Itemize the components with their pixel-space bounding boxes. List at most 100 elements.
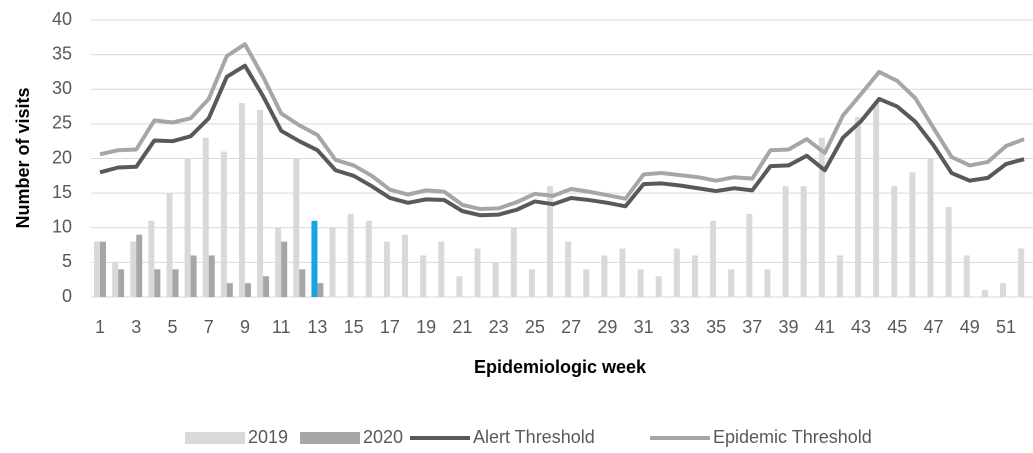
bar	[263, 276, 270, 297]
x-tick-label: 37	[742, 317, 762, 337]
legend-swatch	[300, 432, 360, 444]
bar	[136, 234, 143, 297]
bar	[220, 151, 227, 297]
y-tick-label: 15	[52, 182, 72, 202]
bar	[891, 186, 898, 297]
x-tick-label: 13	[307, 317, 327, 337]
x-tick-label: 43	[851, 317, 871, 337]
bar	[94, 241, 100, 297]
x-tick-label: 17	[380, 317, 400, 337]
bar	[800, 186, 807, 297]
x-tick-label: 11	[272, 317, 291, 337]
x-tick-label: 35	[706, 317, 726, 337]
bar	[655, 276, 662, 297]
bar	[190, 255, 197, 297]
bar	[281, 241, 288, 297]
bar	[299, 269, 306, 297]
bar	[909, 172, 916, 297]
bar	[510, 227, 517, 297]
y-axis-label: Number of visits	[13, 87, 33, 228]
bar	[100, 241, 106, 297]
x-tick-label: 25	[525, 317, 545, 337]
bar	[565, 241, 572, 297]
bar	[492, 262, 499, 297]
x-tick-label: 41	[815, 317, 835, 337]
bar	[112, 262, 119, 297]
x-tick-label: 7	[204, 317, 214, 337]
x-tick-label: 31	[634, 317, 654, 337]
bar	[673, 248, 680, 297]
legend-label: Epidemic Threshold	[713, 427, 872, 447]
legend-label: 2020	[363, 427, 403, 447]
bar	[818, 137, 825, 297]
x-tick-label: 51	[996, 317, 1016, 337]
bar	[528, 269, 535, 297]
bar	[311, 220, 318, 297]
bar	[402, 234, 409, 297]
x-tick-label: 3	[131, 317, 141, 337]
bar	[836, 255, 843, 297]
x-axis-label: Epidemiologic week	[474, 357, 647, 377]
x-tick-label: 33	[670, 317, 690, 337]
bar	[710, 220, 717, 297]
bar	[293, 158, 300, 297]
bar	[764, 269, 771, 297]
x-tick-label: 29	[597, 317, 617, 337]
bar	[130, 241, 137, 297]
legend-label: 2019	[248, 427, 288, 447]
x-tick-label: 15	[344, 317, 364, 337]
bar	[226, 283, 233, 297]
y-tick-label: 20	[52, 147, 72, 167]
x-tick-label: 45	[887, 317, 907, 337]
bar	[945, 206, 952, 297]
bar	[238, 103, 245, 297]
bar	[166, 193, 173, 297]
bar	[456, 276, 463, 297]
legend-swatch	[185, 432, 245, 444]
x-tick-label: 39	[779, 317, 799, 337]
bar	[963, 255, 970, 297]
bar	[347, 213, 354, 297]
legend-label: Alert Threshold	[473, 427, 595, 447]
bar	[365, 220, 372, 297]
bar	[154, 269, 161, 297]
bar	[782, 186, 789, 297]
x-tick-label: 47	[924, 317, 944, 337]
y-tick-label: 0	[62, 286, 72, 306]
bar	[927, 158, 934, 297]
bar	[257, 110, 264, 298]
x-tick-label: 9	[240, 317, 250, 337]
x-tick-label: 49	[960, 317, 980, 337]
y-tick-label: 25	[52, 113, 72, 133]
x-tick-label: 23	[489, 317, 509, 337]
bar	[202, 137, 209, 297]
y-tick-label: 10	[52, 217, 72, 237]
bar	[601, 255, 608, 297]
bar	[619, 248, 626, 297]
x-tick-label: 27	[561, 317, 581, 337]
bar	[317, 283, 324, 297]
bar	[148, 220, 155, 297]
y-tick-label: 30	[52, 78, 72, 98]
bar	[420, 255, 427, 297]
bar	[583, 269, 590, 297]
bar	[855, 116, 862, 297]
bar	[547, 186, 553, 297]
line	[99, 42, 1025, 212]
bar	[691, 255, 698, 297]
bar	[1000, 283, 1006, 297]
bar	[383, 241, 390, 297]
y-tick-label: 35	[52, 43, 72, 63]
x-tick-label: 1	[95, 317, 105, 337]
bar	[184, 158, 191, 297]
bar	[1018, 248, 1025, 297]
bar	[873, 103, 880, 297]
bar	[474, 248, 481, 297]
y-tick-label: 5	[62, 251, 72, 271]
bar	[438, 241, 445, 297]
bar	[208, 255, 215, 297]
bar	[981, 290, 988, 297]
x-tick-label: 5	[167, 317, 177, 337]
